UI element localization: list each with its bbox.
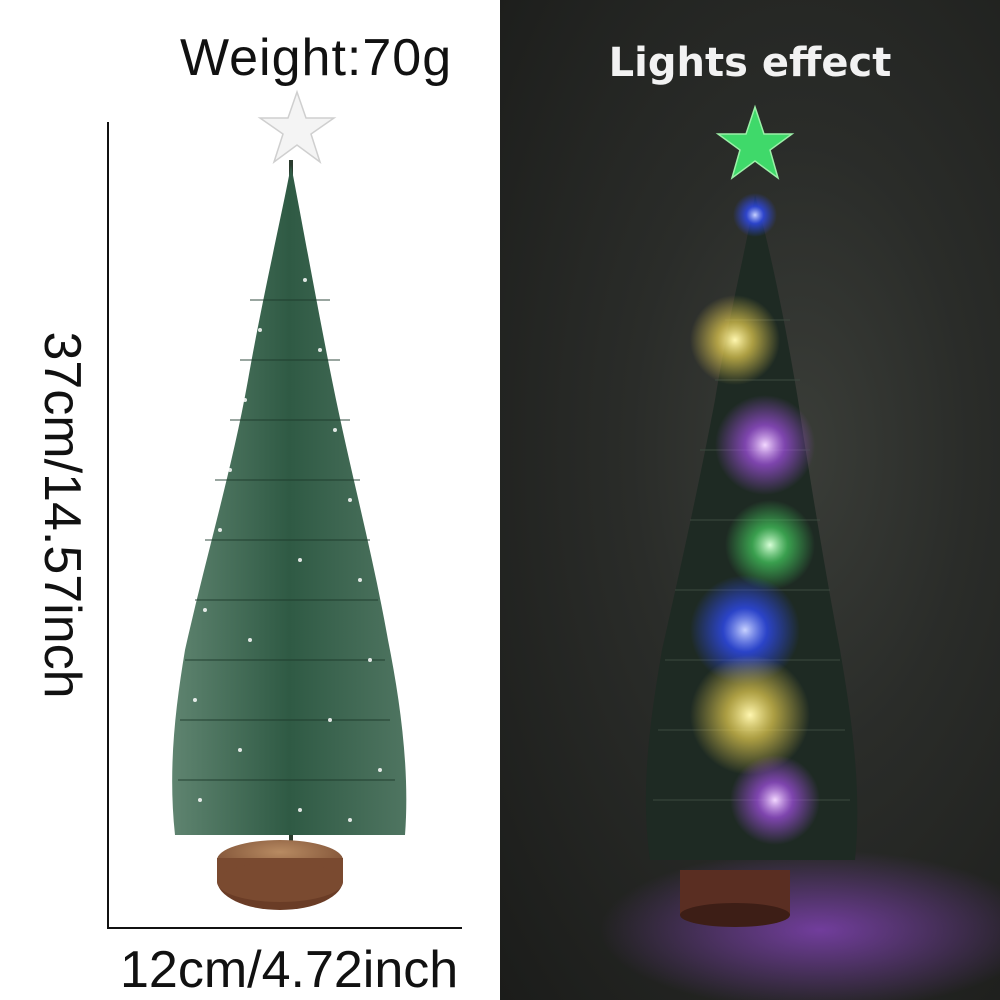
weight-label: Weight:70g [180, 29, 453, 87]
glowing-star-icon [715, 104, 795, 180]
tree-image [172, 89, 407, 910]
floor-light-reflection [600, 850, 1000, 1000]
width-dimension-line [107, 927, 462, 929]
light-blue-top [733, 193, 777, 237]
lit-tree-image [600, 104, 1000, 1000]
width-label: 12cm/4.72inch [120, 941, 459, 999]
tree-icon [172, 165, 407, 835]
light-purple [715, 395, 815, 495]
light-yellow-2 [690, 655, 810, 775]
light-yellow [690, 295, 780, 385]
light-green [725, 500, 815, 590]
lights-effect-panel: Lights effect [500, 0, 1000, 1000]
star-topper-icon [257, 89, 337, 164]
lights-effect-title: Lights effect [608, 40, 892, 86]
light-blue [690, 575, 800, 685]
product-dimensions-panel: Weight:70g 37cm/14.57inch 12cm/4.72inch [33, 29, 462, 999]
light-purple-2 [730, 755, 820, 845]
height-dimension-line [107, 122, 109, 929]
